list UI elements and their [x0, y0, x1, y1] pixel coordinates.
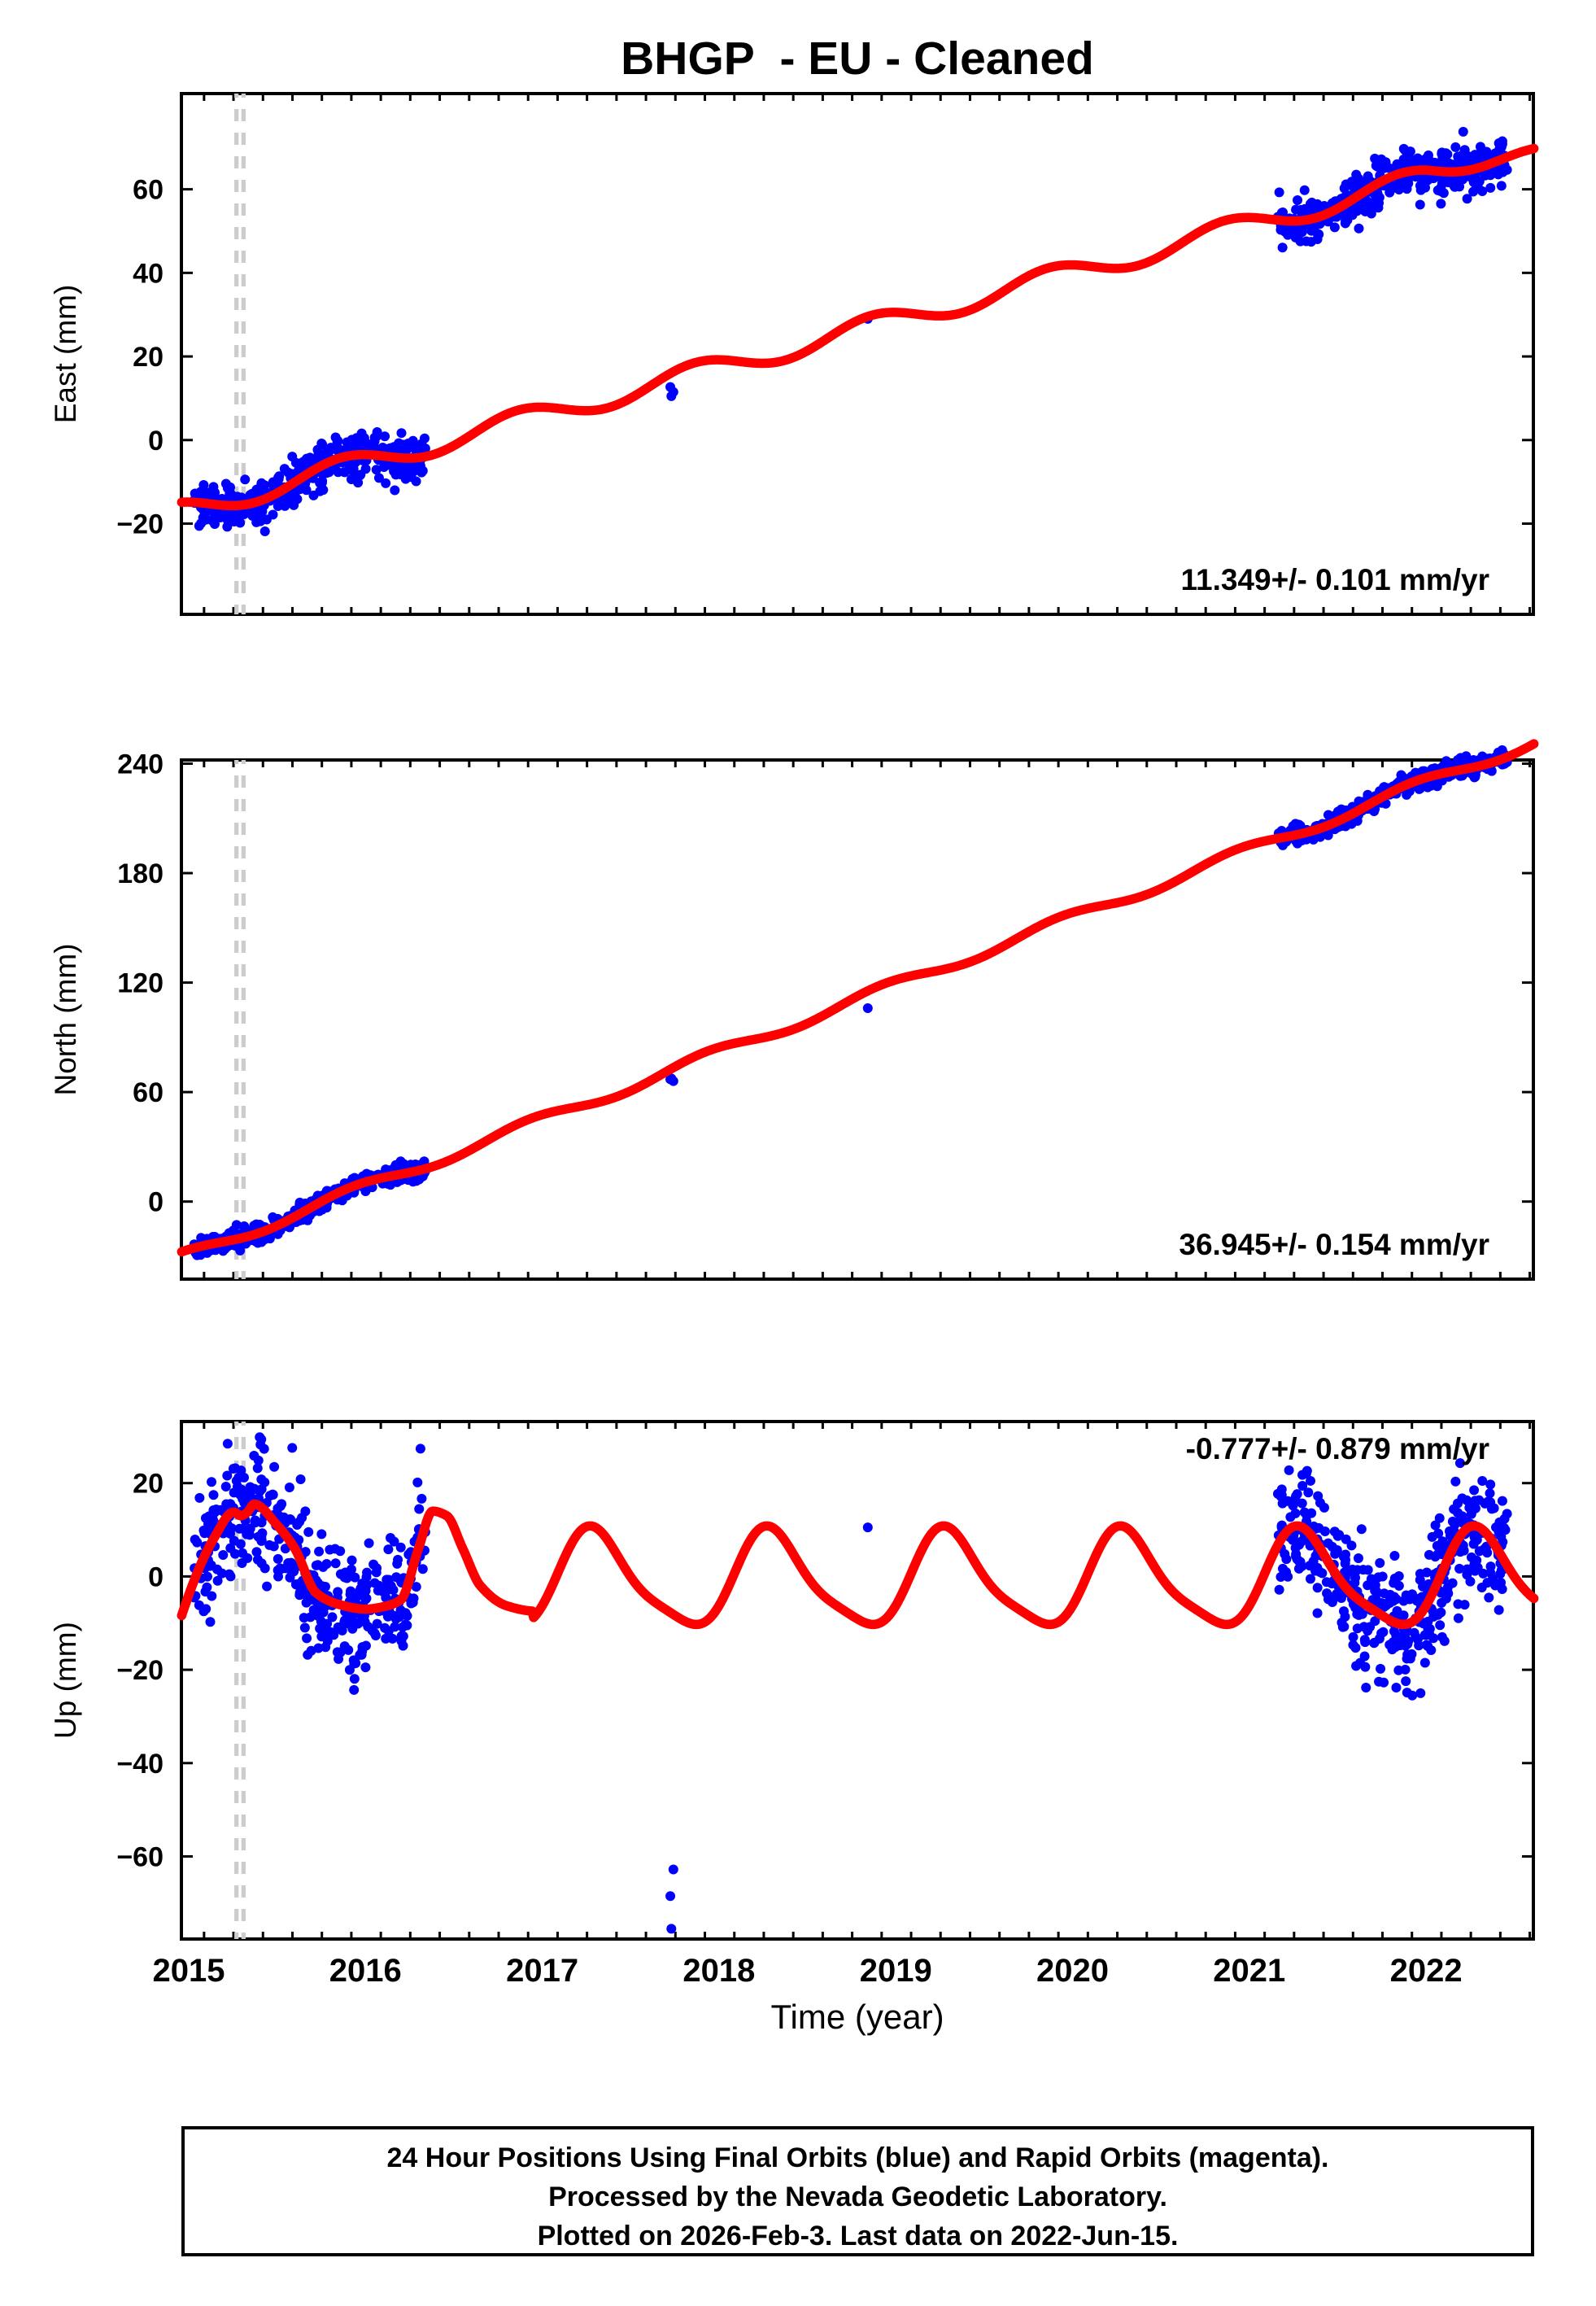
svg-text:North (mm): North (mm): [49, 943, 82, 1095]
svg-text:2015: 2015: [153, 1953, 225, 1989]
svg-text:24 Hour Positions Using Final: 24 Hour Positions Using Final Orbits (bl…: [387, 2142, 1329, 2173]
svg-text:0: 0: [148, 1561, 164, 1592]
svg-text:2016: 2016: [329, 1953, 402, 1989]
svg-text:Up (mm): Up (mm): [49, 1622, 82, 1739]
svg-text:2022: 2022: [1390, 1953, 1463, 1989]
svg-text:36.945+/- 0.154 mm/yr: 36.945+/- 0.154 mm/yr: [1179, 1228, 1489, 1261]
svg-text:−60: −60: [116, 1841, 164, 1872]
svg-text:−40: −40: [116, 1749, 164, 1780]
svg-text:East (mm): East (mm): [49, 285, 82, 424]
svg-text:Time (year): Time (year): [770, 1998, 944, 2036]
svg-text:2020: 2020: [1036, 1953, 1109, 1989]
svg-text:−20: −20: [116, 1655, 164, 1686]
svg-text:240: 240: [117, 749, 164, 780]
svg-text:120: 120: [117, 968, 164, 999]
svg-text:2019: 2019: [860, 1953, 932, 1989]
svg-text:60: 60: [133, 1077, 164, 1108]
svg-text:-0.777+/- 0.879 mm/yr: -0.777+/- 0.879 mm/yr: [1186, 1432, 1489, 1465]
svg-text:180: 180: [117, 858, 164, 889]
svg-text:Processed by the Nevada Geodet: Processed by the Nevada Geodetic Laborat…: [548, 2182, 1167, 2212]
svg-text:2018: 2018: [682, 1953, 755, 1989]
svg-text:20: 20: [133, 342, 164, 373]
svg-text:−20: −20: [116, 509, 164, 540]
svg-text:60: 60: [133, 175, 164, 206]
svg-text:Plotted on 2026-Feb-3. Last da: Plotted on 2026-Feb-3. Last data on 2022…: [538, 2221, 1179, 2251]
svg-text:2021: 2021: [1213, 1953, 1285, 1989]
svg-text:11.349+/- 0.101 mm/yr: 11.349+/- 0.101 mm/yr: [1180, 563, 1489, 596]
svg-text:20: 20: [133, 1469, 164, 1500]
svg-text:0: 0: [148, 426, 164, 456]
svg-text:2017: 2017: [506, 1953, 578, 1989]
svg-text:0: 0: [148, 1187, 164, 1218]
svg-text:40: 40: [133, 258, 164, 289]
svg-text:BHGP - EU - Cleaned: BHGP - EU - Cleaned: [621, 33, 1094, 85]
